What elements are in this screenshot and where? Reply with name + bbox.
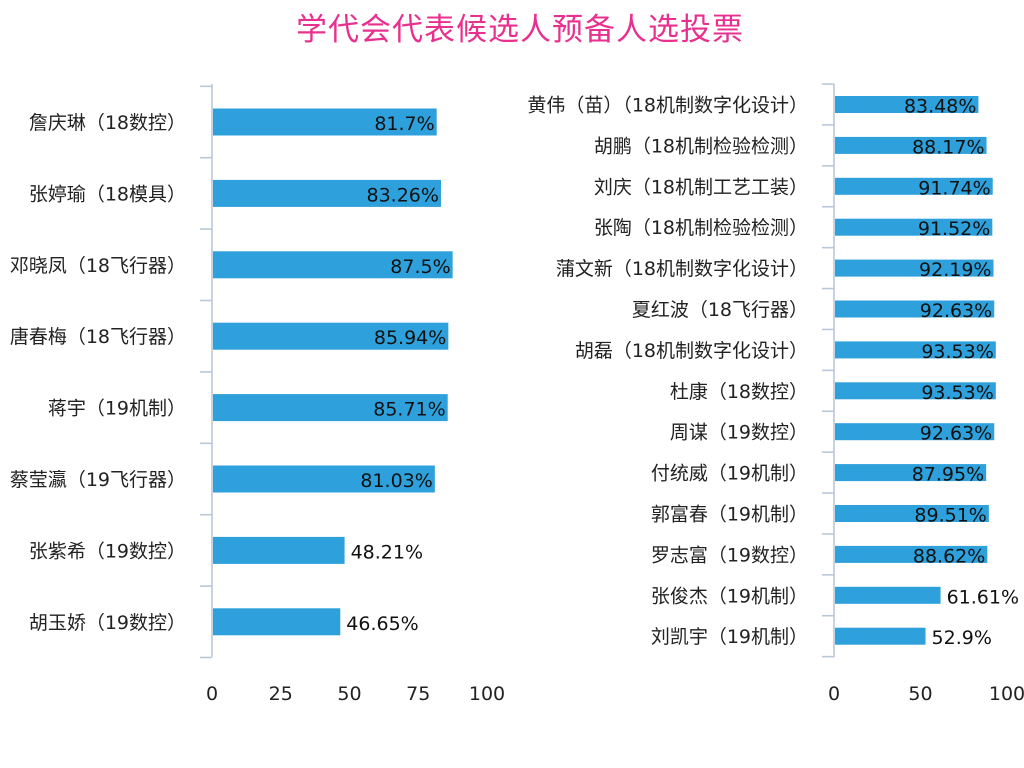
left-value-label: 48.21% [351, 541, 423, 563]
left-x-tick-label: 100 [469, 683, 505, 705]
left-value-label: 81.03% [360, 470, 432, 492]
left-x-tick-label: 0 [206, 683, 218, 705]
right-bar [835, 627, 926, 645]
right-category-label: 黄伟（苗）（18机制数字化设计） [527, 95, 808, 117]
right-x-tick-label: 100 [989, 683, 1024, 705]
right-bar [835, 464, 987, 482]
right-value-label: 88.17% [912, 136, 984, 158]
page-title: 学代会代表候选人预备人选投票 [296, 12, 744, 48]
left-value-label: 81.7% [374, 113, 434, 135]
right-x-tick-label: 0 [828, 683, 840, 705]
left-bar [213, 394, 448, 422]
left-category-label: 唐春梅（18飞行器） [10, 326, 186, 348]
left-category-label: 邓晓凤（18飞行器） [10, 255, 186, 277]
left-category-label: 蔡莹瀛（19飞行器） [10, 468, 186, 491]
right-value-label: 93.53% [921, 341, 993, 363]
left-category-label: 张婷瑜（18模具） [29, 183, 186, 205]
right-category-label: 郭富春（19机制） [651, 504, 808, 526]
right-value-label: 88.62% [913, 545, 985, 567]
right-category-label: 付统威（19机制） [651, 463, 808, 485]
left-x-tick-label: 25 [269, 683, 293, 705]
right-value-label: 61.61% [947, 586, 1019, 608]
right-value-label: 92.63% [920, 300, 992, 322]
left-value-label: 83.26% [367, 184, 439, 206]
left-bar-chart: 詹庆琳（18数控） 81.7% 张婷瑜（18模具） 83.26% 邓晓凤（18飞行器） 8… [10, 84, 505, 705]
right-bar [835, 177, 993, 195]
right-bar [835, 423, 995, 441]
right-bar [835, 382, 996, 400]
left-value-label: 85.94% [374, 327, 446, 349]
left-bar [213, 536, 345, 564]
right-value-label: 92.63% [920, 423, 992, 445]
left-value-label: 87.5% [390, 256, 450, 278]
left-x-tick-label: 75 [406, 683, 430, 705]
right-bar [835, 300, 995, 318]
right-bar [835, 545, 988, 563]
right-bar [835, 259, 994, 277]
left-bar [213, 108, 437, 136]
left-bar [213, 251, 453, 279]
left-category-label: 詹庆琳（18数控） [29, 112, 186, 134]
right-category-label: 张俊杰（19机制） [651, 585, 808, 607]
right-value-label: 52.9% [932, 627, 992, 649]
left-category-label: 蒋宇（19机制） [48, 398, 186, 420]
right-category-label: 张陶（18机制检验检测） [594, 217, 808, 239]
right-value-label: 89.51% [914, 505, 986, 527]
left-value-label: 85.71% [373, 399, 445, 421]
right-category-label: 夏红波（18飞行器） [632, 299, 808, 321]
right-category-label: 刘凯宇（19机制） [651, 626, 808, 648]
right-value-label: 93.53% [921, 382, 993, 404]
left-bar [213, 322, 449, 350]
right-value-label: 91.74% [918, 177, 990, 199]
right-category-label: 罗志富（19数控） [651, 544, 808, 566]
right-bar [835, 505, 989, 522]
left-bar [213, 179, 441, 207]
right-value-label: 92.19% [919, 259, 991, 281]
right-category-label: 胡鹏（18机制检验检测） [594, 135, 808, 157]
right-category-label: 周谋（19数控） [670, 422, 808, 444]
left-x-tick-label: 50 [337, 683, 361, 705]
right-value-label: 91.52% [918, 218, 990, 240]
left-bar [213, 465, 435, 493]
right-bar-chart: 黄伟（苗）（18机制数字化设计） 83.48% 胡鹏（18机制检验检测） 88.17%… [527, 83, 1024, 705]
right-bar [835, 341, 996, 359]
left-bar [213, 608, 341, 636]
right-value-label: 83.48% [904, 96, 976, 118]
right-category-label: 胡磊（18机制数字化设计） [575, 340, 808, 362]
right-category-label: 杜康（18数控） [670, 381, 808, 403]
left-category-label: 张紫希（19数控） [29, 540, 186, 562]
right-category-label: 刘庆（18机制工艺工装） [594, 176, 808, 198]
left-value-label: 46.65% [346, 613, 418, 635]
right-value-label: 87.95% [912, 464, 984, 486]
right-category-label: 蒲文新（18机制数字化设计） [556, 258, 808, 280]
right-bar [835, 586, 941, 604]
right-bar [835, 218, 993, 236]
left-category-label: 胡玉娇（19数控） [29, 612, 186, 634]
right-bar [835, 136, 987, 154]
right-x-tick-label: 50 [908, 683, 932, 705]
right-bar [835, 96, 979, 113]
